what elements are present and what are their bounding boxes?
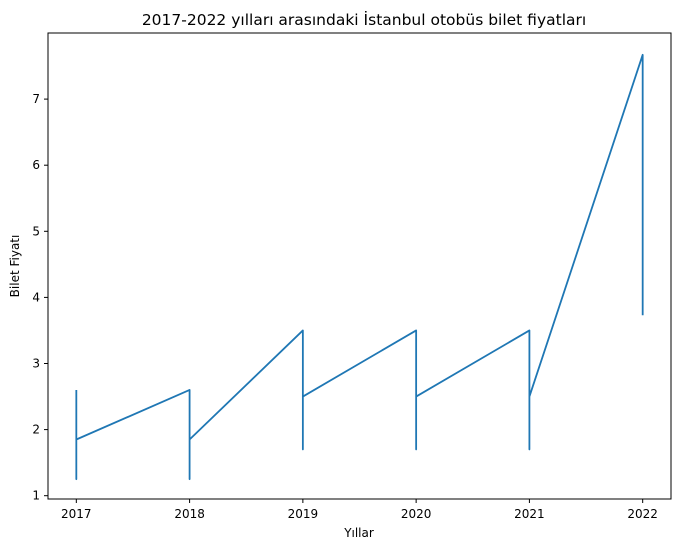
x-tick-label: 2017 bbox=[61, 507, 92, 521]
x-tick-label: 2022 bbox=[627, 507, 658, 521]
x-axis-label: Yıllar bbox=[343, 526, 374, 540]
y-tick-label: 7 bbox=[32, 92, 40, 106]
plot-frame bbox=[47, 32, 672, 500]
y-tick-label: 4 bbox=[32, 290, 40, 304]
y-tick-label: 2 bbox=[32, 423, 40, 437]
y-tick-label: 5 bbox=[32, 224, 40, 238]
chart-title: 2017-2022 yılları arasındaki İstanbul ot… bbox=[142, 10, 586, 29]
y-tick-label: 1 bbox=[32, 489, 40, 503]
y-tick-label: 6 bbox=[32, 158, 40, 172]
x-tick-label: 2021 bbox=[514, 507, 545, 521]
x-tick-label: 2019 bbox=[288, 507, 319, 521]
x-tick-label: 2018 bbox=[174, 507, 205, 521]
y-axis: 1 2 3 4 5 6 7 bbox=[32, 92, 48, 503]
series-line-0 bbox=[75, 53, 644, 481]
plot-area bbox=[75, 53, 644, 481]
y-tick-label: 3 bbox=[32, 356, 40, 370]
x-axis: 2017 2018 2019 2020 2021 2022 bbox=[61, 499, 658, 521]
y-axis-label: Bilet Fiyatı bbox=[8, 235, 22, 298]
x-tick-label: 2020 bbox=[401, 507, 432, 521]
